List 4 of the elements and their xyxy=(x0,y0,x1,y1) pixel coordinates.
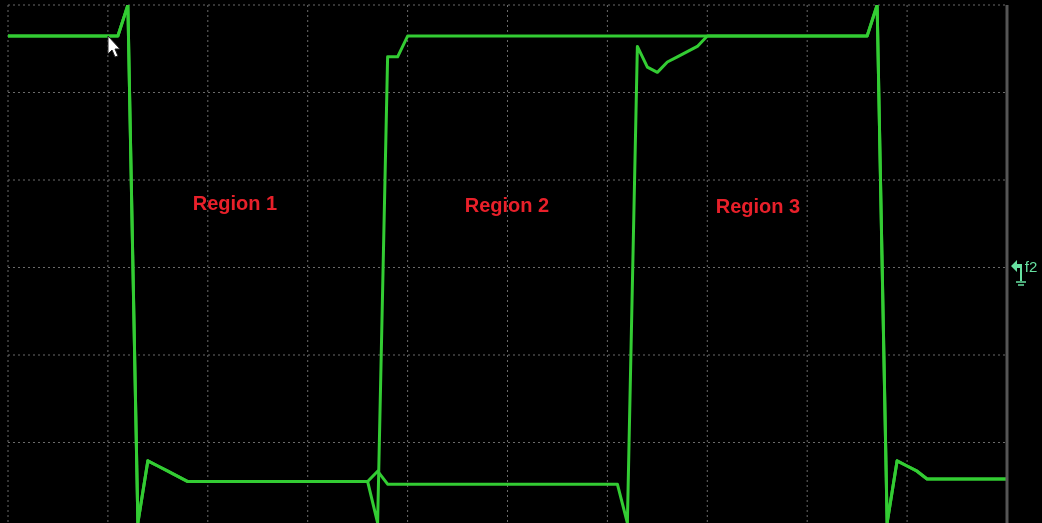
text: f2 xyxy=(1024,257,1038,275)
annotation: Region 3 xyxy=(715,195,801,218)
annotation: Region 2 xyxy=(464,194,550,217)
annotation: Region 1 xyxy=(192,192,278,215)
